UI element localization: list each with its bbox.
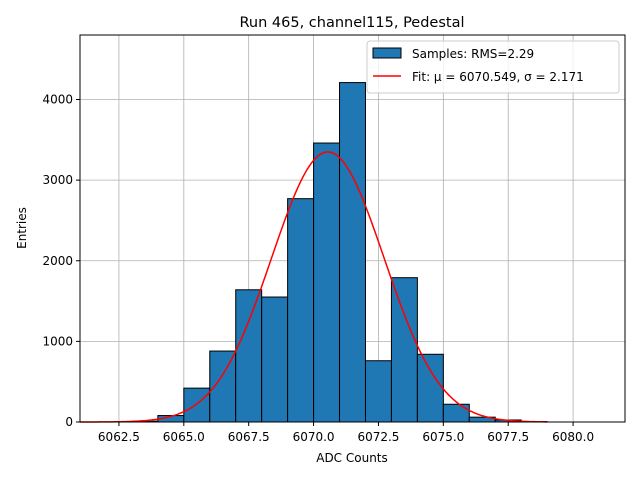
histogram-bar: [313, 142, 341, 423]
histogram-bar: [416, 353, 444, 423]
x-tick-label: 6080.0: [552, 430, 594, 444]
histogram-bar: [183, 387, 211, 423]
x-tick-label: 6072.5: [357, 430, 399, 444]
y-tick-label: 1000: [42, 334, 73, 348]
legend-box: [366, 40, 620, 94]
x-tick-label: 6070.0: [293, 430, 335, 444]
y-tick-label: 3000: [42, 173, 73, 187]
histogram-bars: [131, 82, 548, 423]
x-tick-label: 6075.0: [422, 430, 464, 444]
x-tick-label: 6077.5: [487, 430, 529, 444]
x-tick-label: 6062.5: [98, 430, 140, 444]
histogram-bar: [339, 82, 366, 423]
plot-area-frame: [79, 34, 626, 423]
legend: Samples: RMS=2.29 Fit: μ = 6070.549, σ =…: [366, 40, 620, 94]
legend-histogram-label: Samples: RMS=2.29: [412, 47, 534, 61]
fit-curve: [80, 151, 548, 423]
y-axis-label: Entries: [15, 207, 29, 249]
legend-histogram-swatch: [372, 47, 402, 59]
x-tick-label: 6067.5: [228, 430, 270, 444]
histogram-bar: [261, 296, 289, 423]
x-tick-label: 6065.0: [163, 430, 205, 444]
y-axis-ticks: 0 1000 2000 3000 4000: [42, 93, 80, 429]
chart-title: Run 465, channel115, Pedestal: [239, 15, 464, 31]
x-axis-label: ADC Counts: [316, 451, 388, 465]
histogram-bar: [287, 198, 315, 423]
y-tick-label: 2000: [42, 254, 73, 268]
x-axis-ticks: 6062.5 6065.0 6067.5 6070.0 6072.5 6075.0 6077…: [98, 422, 594, 444]
histogram-bar: [235, 289, 263, 423]
y-tick-label: 4000: [42, 93, 73, 107]
histogram-bar: [390, 277, 418, 423]
legend-fit-label: Fit: μ = 6070.549, σ = 2.171: [412, 70, 584, 84]
y-tick-label: 0: [65, 415, 73, 429]
histogram-bar: [364, 360, 392, 423]
histogram-bar: [442, 403, 470, 423]
